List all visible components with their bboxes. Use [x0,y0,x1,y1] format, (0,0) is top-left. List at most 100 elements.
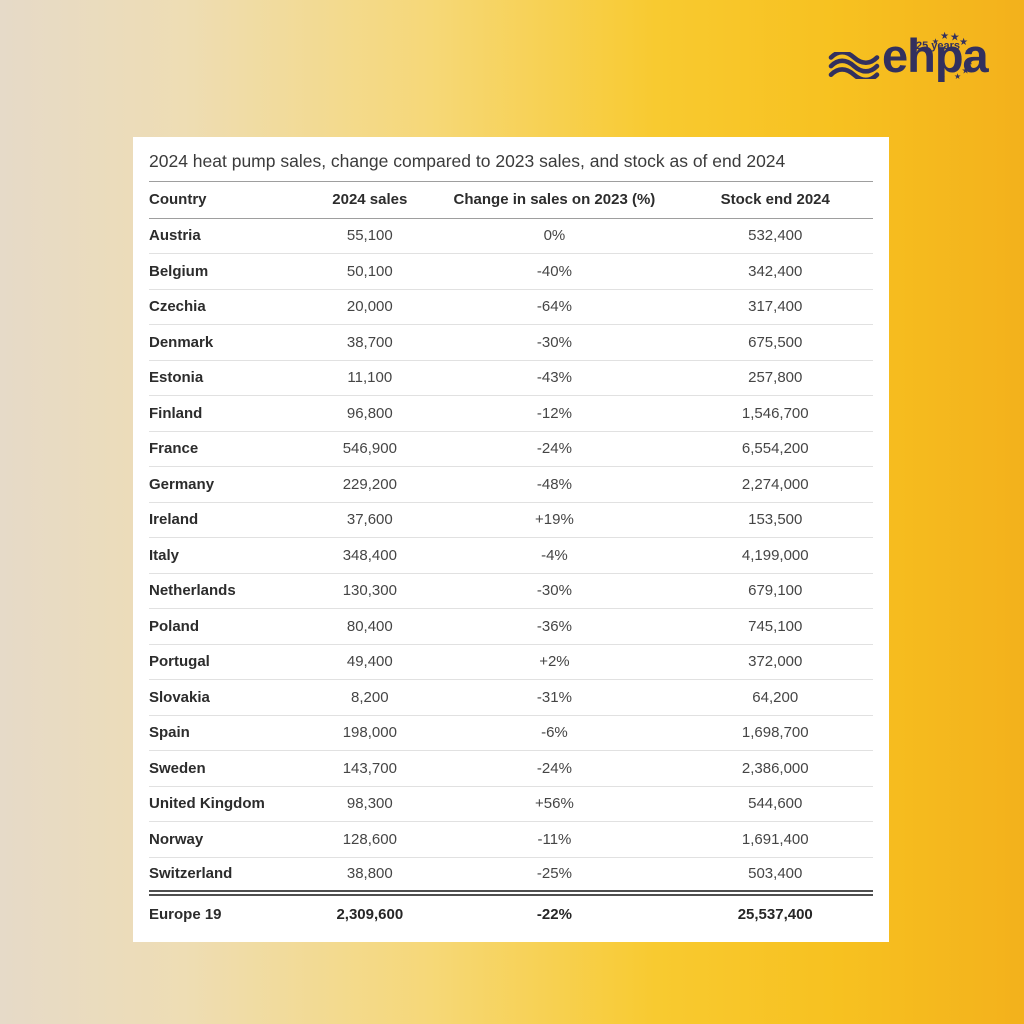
cell-country: Poland [149,608,309,645]
star-icon: ★ [949,31,960,44]
table-row: Belgium 50,100 -40% 342,400 [149,253,873,290]
cell-stock: 153,500 [677,502,873,538]
table-header: Country 2024 sales Change in sales on 20… [149,182,873,219]
header-stock: Stock end 2024 [677,182,873,219]
cell-country: Spain [149,715,309,751]
cell-stock: 6,554,200 [677,431,873,467]
cell-change: -24% [431,750,678,787]
cell-sales: 80,400 [308,608,432,645]
cell-stock: 2,274,000 [677,466,873,503]
cell-change: +2% [431,644,678,680]
cell-change: +56% [431,786,678,822]
cell-sales: 143,700 [308,750,432,787]
table-row: Norway 128,600 -11% 1,691,400 [149,821,873,858]
header-2024-sales: 2024 sales [308,182,432,219]
table-title: 2024 heat pump sales, change compared to… [149,146,873,182]
cell-sales: 198,000 [308,715,432,751]
cell-sales: 348,400 [308,537,432,574]
table-row: Estonia 11,100 -43% 257,800 [149,360,873,396]
total-stock: 25,537,400 [677,889,873,933]
cell-change: +19% [431,502,678,538]
total-row: Europe 19 2,309,600 -22% 25,537,400 [149,889,873,933]
cell-country: Switzerland [149,857,309,893]
table-row: Slovakia 8,200 -31% 64,200 [149,679,873,716]
cell-stock: 1,698,700 [677,715,873,751]
cell-stock: 745,100 [677,608,873,645]
cell-stock: 342,400 [677,253,873,290]
cell-change: -6% [431,715,678,751]
cell-country: Austria [149,218,309,254]
cell-country: Czechia [149,289,309,325]
cell-stock: 372,000 [677,644,873,680]
cell-change: 0% [431,218,678,254]
cell-country: Sweden [149,750,309,787]
cell-sales: 37,600 [308,502,432,538]
star-icon: ★ [964,46,974,56]
brand-wordmark: ehpa [882,29,989,82]
star-icon: ★ [961,65,970,76]
total-change: -22% [431,889,678,933]
ehpa-logo: ehpa 25 years ★ ★ ★ ★ ★ ★ ★ ★ ★ [826,28,989,90]
table-row: Finland 96,800 -12% 1,546,700 [149,395,873,432]
table-row: Portugal 49,400 +2% 372,000 [149,644,873,680]
sales-table: Country 2024 sales Change in sales on 20… [149,182,873,933]
cell-sales: 20,000 [308,289,432,325]
cell-country: Slovakia [149,679,309,716]
cell-stock: 257,800 [677,360,873,396]
table-row: Austria 55,100 0% 532,400 [149,218,873,254]
cell-change: -48% [431,466,678,503]
cell-change: -11% [431,821,678,858]
cell-sales: 229,200 [308,466,432,503]
waves-icon [828,52,880,79]
star-icon: ★ [959,36,969,48]
cell-country: Norway [149,821,309,858]
cell-country: Portugal [149,644,309,680]
table-row: Poland 80,400 -36% 745,100 [149,608,873,645]
cell-sales: 96,800 [308,395,432,432]
star-icon: ★ [938,72,946,82]
cell-stock: 532,400 [677,218,873,254]
cell-country: France [149,431,309,467]
cell-country: Germany [149,466,309,503]
cell-change: -30% [431,324,678,361]
header-change: Change in sales on 2023 (%) [431,182,678,219]
table-row: Spain 198,000 -6% 1,698,700 [149,715,873,751]
table-footer: Europe 19 2,309,600 -22% 25,537,400 [149,889,873,933]
star-icon: ★ [931,36,940,46]
table-row: Ireland 37,600 +19% 153,500 [149,502,873,538]
cell-change: -43% [431,360,678,396]
stars-ring-icon: ★ ★ ★ ★ ★ ★ ★ ★ ★ [922,28,976,88]
star-icon: ★ [940,31,950,43]
cell-change: -25% [431,857,678,893]
table-row: France 546,900 -24% 6,554,200 [149,431,873,467]
cell-change: -12% [431,395,678,432]
cell-country: United Kingdom [149,786,309,822]
cell-change: -36% [431,608,678,645]
cell-change: -40% [431,253,678,290]
cell-change: -4% [431,537,678,574]
header-country: Country [149,182,309,219]
cell-country: Denmark [149,324,309,361]
cell-sales: 50,100 [308,253,432,290]
star-icon: ★ [965,56,974,67]
total-sales: 2,309,600 [308,889,432,933]
cell-country: Finland [149,395,309,432]
table-row: Netherlands 130,300 -30% 679,100 [149,573,873,609]
cell-sales: 55,100 [308,218,432,254]
table-row: Czechia 20,000 -64% 317,400 [149,289,873,325]
years-badge: 25 years [916,40,961,52]
table-body: Austria 55,100 0% 532,400 Belgium 50,100 -40% 3… [149,218,873,893]
cell-country: Italy [149,537,309,574]
cell-sales: 98,300 [308,786,432,822]
total-label: Europe 19 [149,889,309,933]
cell-sales: 11,100 [308,360,432,396]
cell-change: -30% [431,573,678,609]
cell-stock: 317,400 [677,289,873,325]
cell-stock: 544,600 [677,786,873,822]
cell-country: Estonia [149,360,309,396]
cell-sales: 38,800 [308,857,432,893]
cell-stock: 1,691,400 [677,821,873,858]
table-row: United Kingdom 98,300 +56% 544,600 [149,786,873,822]
table-row: Germany 229,200 -48% 2,274,000 [149,466,873,503]
cell-stock: 64,200 [677,679,873,716]
